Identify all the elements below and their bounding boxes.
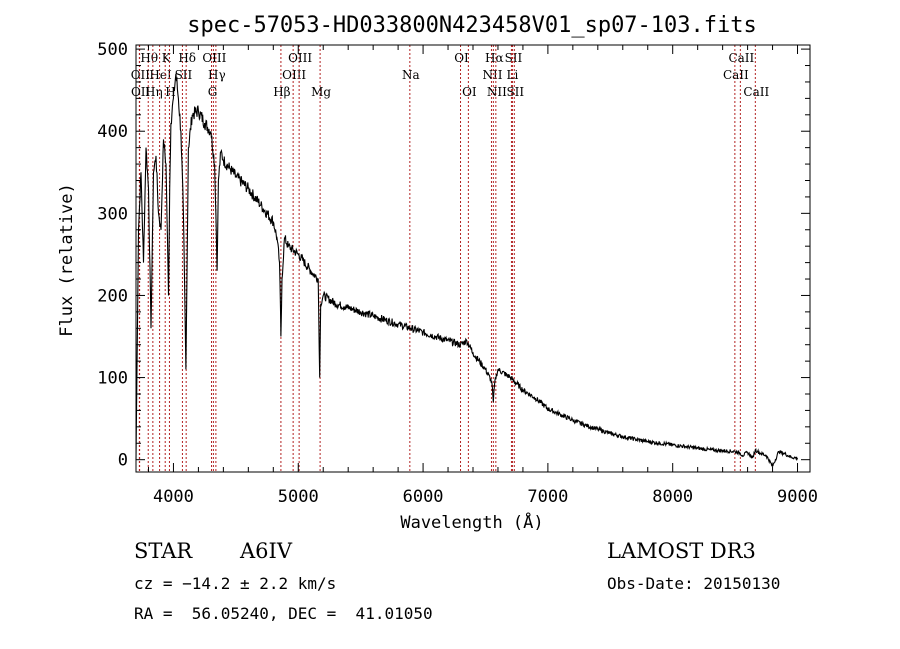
line-marker-label: HeI [149, 68, 172, 82]
line-marker-label: OIII [202, 51, 226, 65]
spectrum-line [135, 73, 799, 468]
x-axis-ticks: 4000 5000 6000 7000 8000 9000 [147, 45, 818, 507]
y-tick-label: 500 [97, 40, 128, 60]
line-marker-label: OIII [288, 51, 312, 65]
x-tick-label: 8000 [652, 487, 693, 507]
object-subclass: A6IV [240, 539, 292, 563]
line-marker-label: NII [482, 68, 502, 82]
y-tick-label: 200 [97, 286, 128, 306]
line-marker-label: OII [131, 68, 151, 82]
line-marker-label: Hθ [140, 51, 158, 65]
line-marker-label: Hα [485, 51, 504, 65]
line-marker-label: SII [175, 68, 193, 82]
x-tick-label: 7000 [527, 487, 568, 507]
line-marker-label: CaII [728, 51, 754, 65]
x-tick-label: 6000 [403, 487, 444, 507]
survey-name: LAMOST DR3 [607, 539, 756, 563]
y-tick-label: 300 [97, 204, 128, 224]
y-axis-label: Flux (relative) [57, 183, 77, 337]
x-axis-label: Wavelength (Å) [400, 511, 543, 533]
x-tick-label: 9000 [777, 487, 818, 507]
line-marker-label: CaII [743, 85, 769, 99]
line-marker-label: K [162, 51, 172, 65]
y-axis-ticks: 0 100 200 300 400 500 [97, 40, 810, 471]
plot-frame [135, 44, 811, 473]
observation-date: Obs-Date: 20150130 [607, 574, 781, 593]
line-marker-label: Hδ [178, 51, 196, 65]
line-marker-label: OI [454, 51, 469, 65]
redshift-velocity: cz = −14.2 ± 2.2 km/s [134, 574, 337, 593]
line-marker-label: OI [462, 85, 477, 99]
y-tick-label: 400 [97, 122, 128, 142]
line-marker-label: H [165, 85, 175, 99]
line-marker-label: Hη [145, 85, 163, 99]
line-marker-label: Li [507, 68, 519, 82]
line-marker-label: CaII [723, 68, 749, 82]
line-marker-label: NII [487, 85, 507, 99]
line-marker-label: G [208, 85, 218, 99]
coordinates: RA = 56.05240, DEC = 41.01050 [134, 604, 433, 623]
line-marker-label: SII [506, 85, 524, 99]
line-marker-label: Mg [311, 85, 331, 99]
x-tick-label: 4000 [153, 487, 194, 507]
chart-title: spec-57053-HD033800N423458V01_sp07-103.f… [187, 13, 757, 38]
line-marker-label: Hγ [208, 68, 226, 82]
line-marker-label: Hβ [273, 85, 290, 99]
object-class: STAR [134, 539, 193, 563]
x-tick-label: 5000 [278, 487, 319, 507]
line-marker-label: Na [402, 68, 420, 82]
line-marker-label: OIII [282, 68, 306, 82]
line-marker-label: SII [505, 51, 523, 65]
y-tick-label: 0 [118, 451, 128, 471]
y-tick-label: 100 [97, 369, 128, 389]
